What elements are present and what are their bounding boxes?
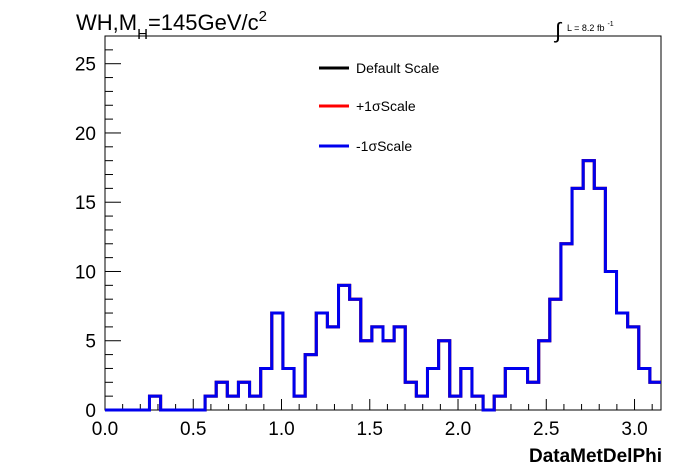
y-tick-label: 5 [85,332,96,353]
x-tick-label: 0.0 [92,419,118,440]
integral-symbol: ∫ [553,18,563,43]
legend-label: +1σScale [356,98,416,114]
series-layer [105,159,661,412]
series-line-0 [105,159,661,412]
legend-label: -1σScale [356,138,412,154]
plot-frame [104,35,662,411]
title-subscript: H [137,26,148,43]
x-axis-label: DataMetDelPhi [529,446,662,467]
legend-label: Default Scale [356,60,439,76]
legend: Default Scale +1σScale -1σScale [319,60,439,154]
y-tick-label: 0 [85,401,96,422]
x-tick-label: 1.0 [268,419,294,440]
chart-title: WH,MH=145GeV/c2 [76,8,267,43]
x-tick-label: 1.5 [357,419,383,440]
luminosity-text: L = 8.2 fb -1 [567,21,614,33]
y-tick-label: 25 [75,55,96,76]
series-line-1 [105,159,661,412]
luminosity-label: ∫ L = 8.2 fb -1 [553,18,614,43]
y-tick-label: 20 [75,124,96,145]
series-line-2 [105,159,661,412]
x-tick-label: 2.0 [445,419,471,440]
title-rest: =145GeV/c [148,10,259,35]
y-tick-label: 15 [75,193,96,214]
x-tick-label: 0.5 [180,419,206,440]
axis-ticks: 0.0 0.5 1.0 1.5 2.0 2.5 3.0 0 5 10 15 20 25 [75,35,653,440]
title-superscript: 2 [259,8,267,25]
x-tick-label: 2.5 [533,419,559,440]
x-tick-label: 3.0 [621,419,647,440]
y-tick-label: 10 [75,262,96,283]
title-main: WH,M [76,10,137,35]
